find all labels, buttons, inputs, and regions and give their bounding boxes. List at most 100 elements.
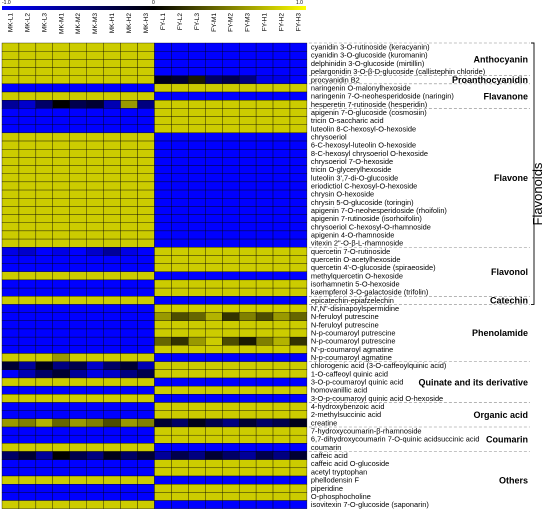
heatmap-cell xyxy=(205,173,223,183)
heatmap-cell xyxy=(18,475,37,485)
heatmap-cell xyxy=(120,59,138,68)
heatmap-cell xyxy=(103,42,121,52)
heatmap-cell xyxy=(255,296,274,305)
heatmap-cell xyxy=(238,418,257,428)
heatmap-cell xyxy=(205,443,223,452)
heatmap-cell xyxy=(69,394,87,403)
heatmap-cell xyxy=(272,271,291,281)
heatmap-cell xyxy=(1,67,20,76)
heatmap-cell xyxy=(222,108,240,117)
heatmap-cell xyxy=(154,492,172,501)
heatmap-cell xyxy=(238,296,257,305)
heatmap-cell xyxy=(272,443,291,452)
heatmap-cell xyxy=(171,140,189,150)
heatmap-cell xyxy=(188,198,206,207)
heatmap-cell xyxy=(18,238,37,248)
heatmap-cell xyxy=(52,345,70,354)
heatmap-cell xyxy=(69,198,87,207)
heatmap-cell xyxy=(289,353,308,362)
heatmap-cell xyxy=(188,394,206,403)
heatmap-cell xyxy=(255,214,274,223)
heatmap-cell xyxy=(120,75,138,85)
heatmap-cell xyxy=(1,214,20,223)
heatmap-cell xyxy=(69,91,87,101)
heatmap-cell xyxy=(137,50,155,60)
heatmap-cell xyxy=(154,157,172,166)
heatmap-cell xyxy=(188,279,206,289)
heatmap-cell xyxy=(103,238,121,248)
heatmap-cell xyxy=(103,402,121,411)
heatmap-cell xyxy=(205,418,223,428)
heatmap-cell xyxy=(222,443,240,452)
heatmap-cell xyxy=(272,345,291,354)
heatmap-cell xyxy=(222,304,240,313)
heatmap-cell xyxy=(137,140,155,150)
colorbar-tick-min: -1.0 xyxy=(2,0,11,6)
heatmap-cell xyxy=(238,75,257,85)
heatmap-cell xyxy=(86,369,104,379)
heatmap-cell xyxy=(18,206,37,215)
row-label: N-p-coumaroyl putrescine xyxy=(311,329,396,338)
heatmap-cell xyxy=(289,304,308,313)
heatmap-cell xyxy=(35,230,53,240)
heatmap-cell xyxy=(120,287,138,297)
row-label: apigenin 7-O-glucoside (cosmosiin) xyxy=(311,108,427,117)
heatmap-cell xyxy=(120,345,138,354)
heatmap-cell xyxy=(35,296,53,305)
heatmap-cell xyxy=(289,410,308,419)
heatmap-cell xyxy=(1,50,20,60)
heatmap-cell xyxy=(171,247,189,256)
heatmap-cell xyxy=(154,353,172,362)
heatmap-cell xyxy=(52,189,70,199)
heatmap-cell xyxy=(18,418,37,428)
row-label: phellodensin F xyxy=(311,476,360,485)
heatmap-cell xyxy=(222,173,240,183)
heatmap-cell xyxy=(18,320,37,330)
group-label: Catechin xyxy=(490,296,528,306)
heatmap-cell xyxy=(272,402,291,411)
heatmap-cell xyxy=(35,67,53,76)
heatmap-cell xyxy=(52,271,70,281)
heatmap-cell xyxy=(103,132,121,142)
group-label: Phenolamide xyxy=(472,328,528,338)
heatmap-cell xyxy=(18,149,37,158)
heatmap-cell xyxy=(222,91,240,101)
heatmap-cell xyxy=(255,247,274,256)
heatmap-cell xyxy=(222,140,240,150)
heatmap-cell xyxy=(103,50,121,60)
heatmap-cell xyxy=(272,189,291,199)
heatmap-cell xyxy=(86,475,104,485)
row-label: 3-O-p-coumaroyl quinic acid xyxy=(311,378,403,387)
heatmap-cell xyxy=(69,59,87,68)
heatmap-cell xyxy=(18,459,37,469)
heatmap-cell xyxy=(120,402,138,411)
heatmap-cell xyxy=(238,116,257,125)
heatmap-cell xyxy=(289,116,308,125)
heatmap-cell xyxy=(289,238,308,248)
heatmap-cell xyxy=(52,377,70,387)
heatmap-cell xyxy=(120,222,138,232)
heatmap-cell xyxy=(103,426,121,436)
heatmap-cell xyxy=(222,50,240,60)
heatmap-cell xyxy=(255,304,274,313)
heatmap-cell xyxy=(35,385,53,395)
column-label: MK-L2 xyxy=(24,13,31,33)
heatmap-cell xyxy=(120,100,138,109)
heatmap-cell xyxy=(272,361,291,370)
heatmap-cell xyxy=(137,149,155,158)
heatmap-cell xyxy=(222,492,240,501)
heatmap-cell xyxy=(1,353,20,362)
column-label: MK-H1 xyxy=(109,13,116,34)
heatmap-cell xyxy=(120,271,138,281)
heatmap-cell xyxy=(18,279,37,289)
heatmap-cell xyxy=(272,426,291,436)
heatmap-cell xyxy=(35,443,53,452)
heatmap-cell xyxy=(18,116,37,125)
heatmap-cell xyxy=(222,238,240,248)
heatmap-cell xyxy=(103,492,121,501)
heatmap-cell xyxy=(52,165,70,174)
heatmap-cell xyxy=(205,247,223,256)
heatmap-cell xyxy=(86,59,104,68)
heatmap-cell xyxy=(171,83,189,93)
heatmap-cell xyxy=(154,247,172,256)
